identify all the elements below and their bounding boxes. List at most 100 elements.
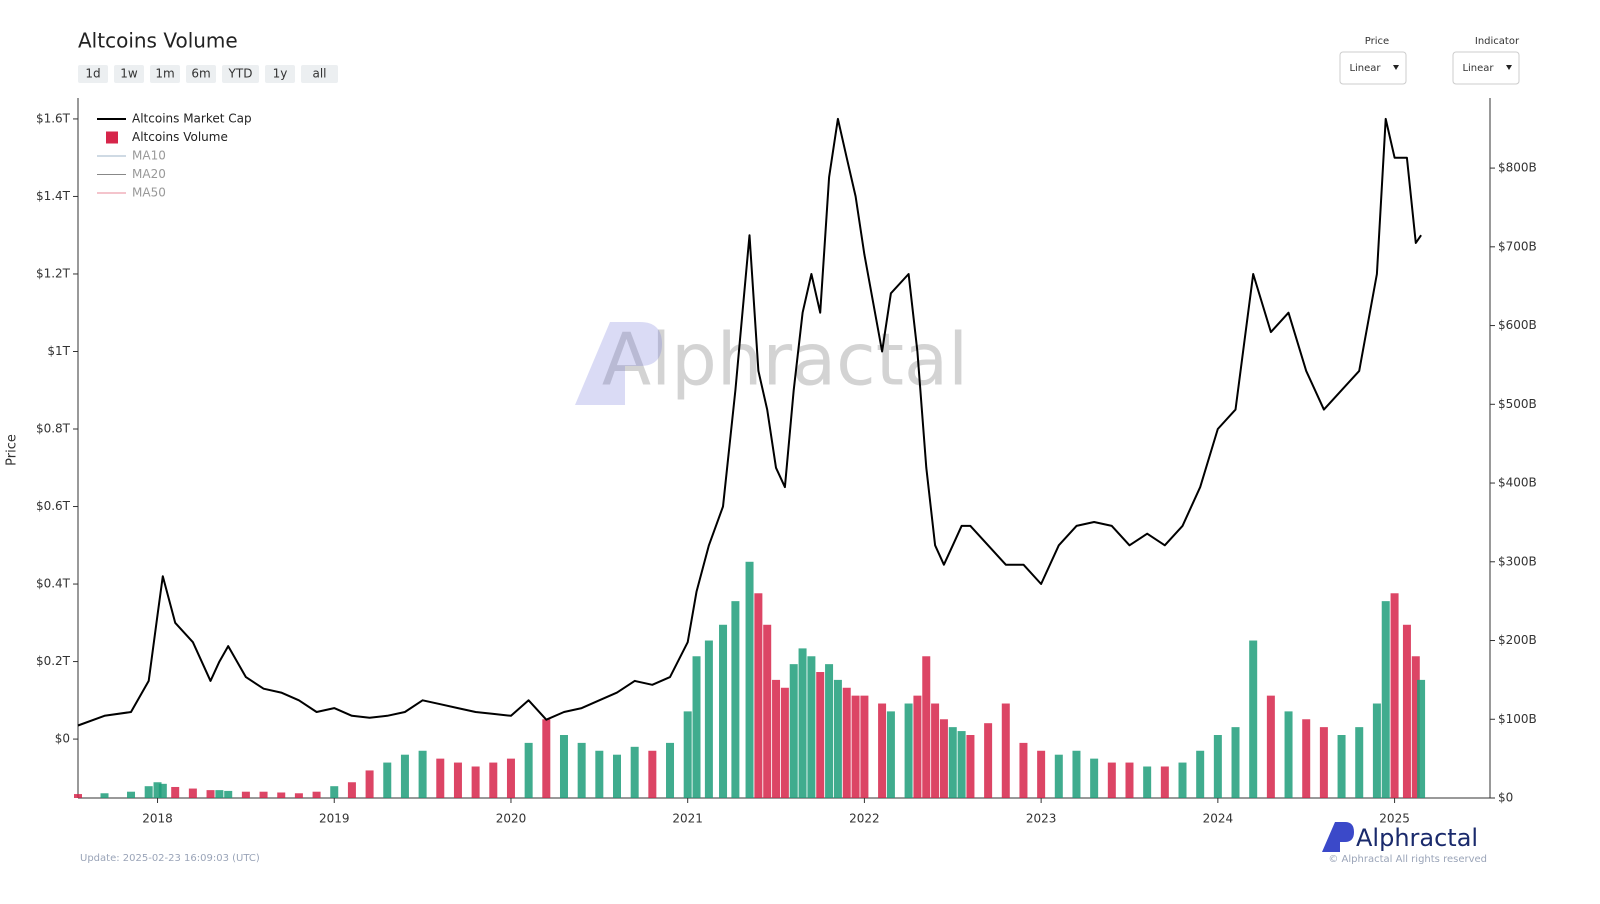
volume-bar (957, 731, 966, 798)
volume-bar (241, 791, 250, 798)
button-bg (78, 65, 108, 83)
x-tick-label: 2023 (1026, 812, 1057, 826)
range-button[interactable]: 6m (186, 65, 216, 83)
volume-bar (330, 786, 339, 798)
y-tick-label: $1T (47, 344, 70, 358)
volume-bar (1090, 758, 1099, 798)
volume-bar (842, 687, 851, 798)
volume-bar (347, 782, 356, 798)
volume-bar (542, 719, 551, 798)
logo: Alphractal (1356, 824, 1478, 852)
volume-bar (506, 758, 515, 798)
select-value: Linear (1349, 63, 1381, 74)
y-tick-label: $0.8T (36, 422, 71, 436)
volume-bar (1249, 640, 1258, 798)
volume-bar (489, 762, 498, 798)
volume-bar (1107, 762, 1116, 798)
y2-tick-label: $700B (1498, 239, 1537, 253)
volume-bar (153, 782, 162, 798)
price-select[interactable]: Linear (1339, 51, 1407, 85)
y2-tick-label: $400B (1498, 476, 1537, 490)
volume-bar (144, 786, 153, 798)
range-button[interactable]: all (301, 65, 338, 83)
volume-bar (772, 679, 781, 798)
indicator-select[interactable]: Linear (1452, 51, 1520, 85)
button-label: YTD (228, 67, 253, 81)
button-label: 6m (191, 67, 210, 81)
volume-bar (383, 762, 392, 798)
range-button[interactable]: 1y (265, 65, 295, 83)
volume-bar (312, 791, 321, 798)
y-tick-label: $1.2T (36, 266, 71, 280)
volume-bar (731, 601, 740, 798)
volume-bar (1160, 766, 1169, 798)
y2-tick-label: $600B (1498, 318, 1537, 332)
x-tick-label: 2018 (142, 812, 173, 826)
volume-bar (1402, 624, 1411, 798)
y-tick-label: $1.6T (36, 111, 71, 125)
volume-bar (648, 750, 657, 798)
select-label: Indicator (1475, 36, 1520, 47)
volume-bar (471, 766, 480, 798)
button-bg (114, 65, 144, 83)
volume-bar (807, 656, 816, 798)
volume-bar (1001, 703, 1010, 798)
volume-bar (825, 664, 834, 798)
volume-bar (365, 770, 374, 798)
volume-bar (188, 788, 197, 798)
volume-bar (780, 687, 789, 798)
volume-bar (1178, 762, 1187, 798)
volume-bar (692, 656, 701, 798)
volume-bar (294, 793, 303, 798)
x-tick-label: 2021 (672, 812, 703, 826)
volume-bar (719, 624, 728, 798)
volume-bar (612, 754, 621, 798)
volume-bar (400, 754, 409, 798)
volume-bar (1037, 750, 1046, 798)
button-bg (150, 65, 180, 83)
volume-bar (948, 727, 957, 798)
volume-bar (851, 695, 860, 798)
volume-bar (171, 786, 180, 798)
button-label: all (312, 67, 326, 81)
y2-tick-label: $100B (1498, 712, 1537, 726)
volume-bar (798, 648, 807, 798)
y2-tick-label: $300B (1498, 554, 1537, 568)
volume-bar (1143, 766, 1152, 798)
update-text: Update: 2025-02-23 16:09:03 (UTC) (80, 853, 260, 864)
button-label: 1w (120, 67, 138, 81)
volume-bar (754, 593, 763, 798)
legend-label: Altcoins Volume (132, 130, 228, 144)
volume-bar (704, 640, 713, 798)
volume-bar (913, 695, 922, 798)
volume-bar (1266, 695, 1275, 798)
volume-bar (1072, 750, 1081, 798)
volume-bar (683, 711, 692, 798)
volume-bar (966, 735, 975, 798)
volume-bar (833, 679, 842, 798)
volume-bar (595, 750, 604, 798)
range-button[interactable]: 1w (114, 65, 144, 83)
volume-bar (259, 791, 268, 798)
button-bg (186, 65, 216, 83)
volume-bar (1411, 656, 1420, 798)
volume-bar (860, 695, 869, 798)
x-tick-label: 2020 (496, 812, 527, 826)
range-button[interactable]: YTD (222, 65, 259, 83)
range-button[interactable]: 1m (150, 65, 180, 83)
y2-tick-label: $200B (1498, 633, 1537, 647)
volume-bar (931, 703, 940, 798)
volume-bar (1355, 727, 1364, 798)
volume-bar (1196, 750, 1205, 798)
volume-bar (1284, 711, 1293, 798)
volume-bar (158, 783, 167, 798)
volume-bar (277, 792, 286, 798)
volume-bar (418, 750, 427, 798)
volume-bar (630, 746, 639, 798)
volume-bar (1390, 593, 1399, 798)
volume-bar (745, 561, 754, 798)
y-tick-label: $0.2T (36, 654, 71, 668)
range-button[interactable]: 1d (78, 65, 108, 83)
